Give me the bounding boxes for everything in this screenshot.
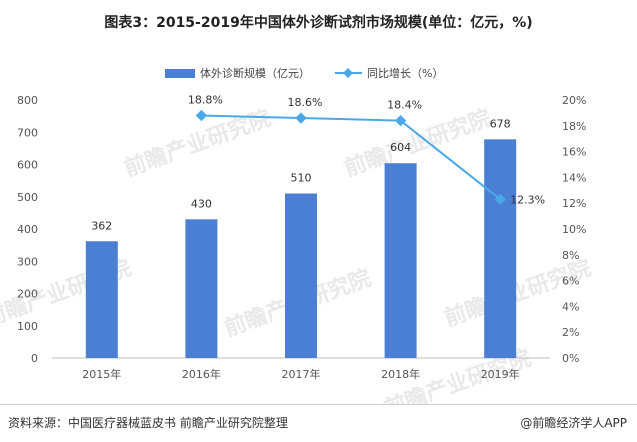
x-tick-label: 2015年 (82, 367, 121, 381)
bar (185, 219, 218, 358)
bar (484, 139, 517, 358)
line-data-label: 18.6% (288, 96, 323, 109)
growth-line (201, 114, 501, 201)
line-data-label: 18.8% (188, 93, 223, 106)
bar-series: 362 430 510 604 678 (85, 117, 517, 358)
bar-data-label: 362 (91, 219, 112, 232)
chart-title: 图表3：2015-2019年中国体外诊断试剂市场规模(单位：亿元，%) (104, 15, 533, 31)
line-data-label: 12.3% (510, 193, 545, 206)
source-note: 资料来源：中国医疗器械蓝皮书 前瞻产业研究院整理 (8, 416, 288, 430)
y-left-tick-label: 0 (31, 352, 38, 365)
legend-line-marker (343, 68, 353, 78)
y-right-tick-label: 2% (562, 326, 579, 339)
y-right-tick-label: 0% (562, 352, 579, 365)
line-data-label: 18.4% (387, 99, 422, 112)
chart-area: 前瞻产业研究院前瞻产业研究院前瞻产业研究院前瞻产业研究院前瞻产业研究院前瞻产业研… (0, 66, 595, 404)
watermark-text-4: 前瞻产业研究院 (441, 255, 595, 332)
watermark-text-1: 前瞻产业研究院 (341, 105, 495, 182)
y-left-tick-label: 400 (17, 223, 38, 236)
axes: 0 100 200 300 400 500 600 700 800 0% 2% 4% 6% 8% 10% 12… (17, 94, 586, 381)
bar-data-label: 678 (490, 117, 511, 130)
y-right-tick-label: 4% (562, 300, 579, 313)
x-tick-label: 2018年 (381, 367, 420, 381)
legend-bar-swatch (165, 69, 195, 78)
legend-bar-label: 体外诊断规模（亿元） (200, 66, 310, 80)
y-left-tick-label: 200 (17, 288, 38, 301)
bar (85, 241, 118, 358)
y-right-tick-label: 6% (562, 275, 579, 288)
bar-data-label: 604 (390, 141, 411, 154)
y-left-tick-label: 800 (17, 94, 38, 107)
legend-line-label: 同比增长（%） (367, 66, 443, 80)
y-left-tick-label: 600 (17, 159, 38, 172)
credit-note: @前瞻经济学人APP (520, 416, 627, 430)
footer: 资料来源：中国医疗器械蓝皮书 前瞻产业研究院整理 @前瞻经济学人APP (0, 404, 637, 437)
bar (285, 193, 317, 358)
y-left-tick-label: 700 (17, 126, 38, 139)
y-left-tick-label: 300 (17, 255, 38, 268)
x-tick-label: 2017年 (282, 367, 321, 381)
y-right-tick-label: 12% (562, 197, 586, 210)
bar (384, 163, 417, 358)
y-right-tick-label: 14% (562, 171, 586, 184)
y-right-tick-label: 20% (562, 94, 586, 107)
line-point (494, 193, 506, 205)
bar-data-label: 510 (291, 172, 312, 185)
x-tick-label: 2016年 (182, 367, 221, 381)
y-right-tick-label: 18% (562, 120, 586, 133)
y-left-tick-label: 500 (17, 191, 38, 204)
legend: 体外诊断规模（亿元） 同比增长（%） (165, 66, 443, 80)
line-point (295, 112, 307, 124)
line-point (195, 109, 208, 122)
y-right-tick-label: 8% (562, 249, 579, 262)
y-right-tick-label: 10% (562, 223, 586, 236)
bar-data-label: 430 (191, 197, 212, 210)
y-right-tick-label: 16% (562, 146, 586, 159)
x-tick-label: 2019年 (481, 367, 520, 381)
line-series: 18.8% 18.6% 18.4% 12.3% (188, 93, 545, 206)
y-left-tick-label: 100 (17, 320, 38, 333)
